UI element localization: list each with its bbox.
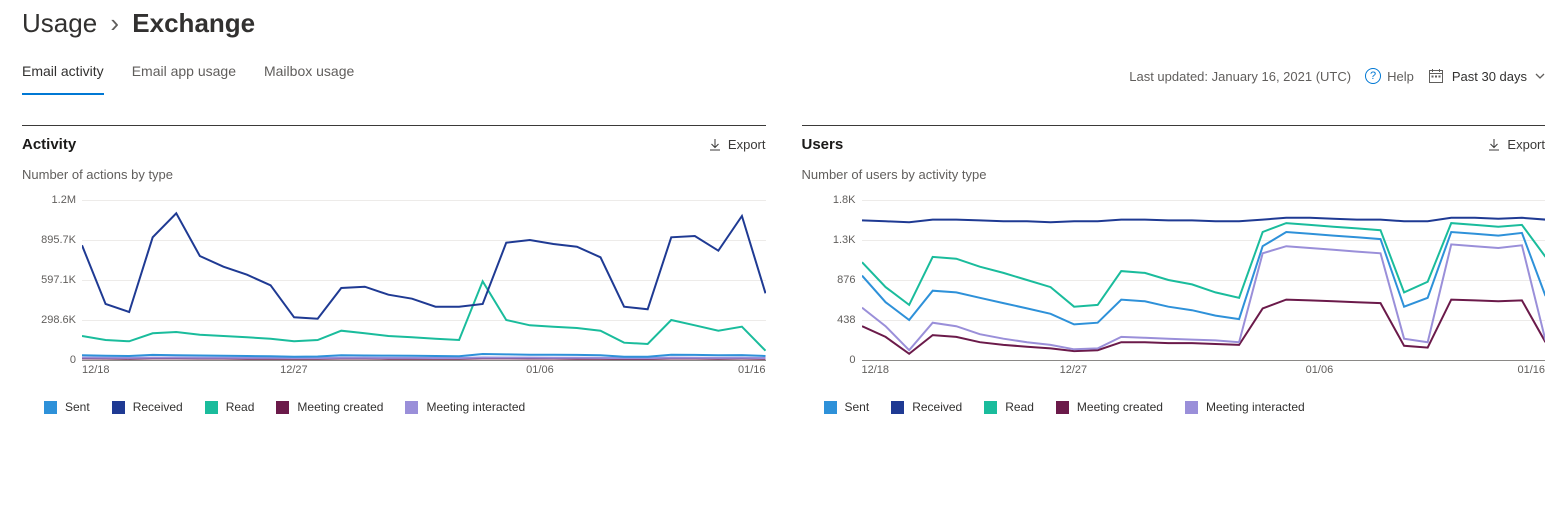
legend-item-received[interactable]: Received [891, 400, 962, 414]
series-sent [82, 354, 766, 357]
legend-swatch [1056, 401, 1069, 414]
tab-email-app-usage[interactable]: Email app usage [132, 57, 236, 95]
legend-label: Read [1005, 400, 1034, 414]
chevron-down-icon [1535, 71, 1545, 81]
tab-email-activity[interactable]: Email activity [22, 57, 104, 95]
series-received [82, 213, 766, 318]
y-tick: 1.8K [833, 194, 856, 206]
date-range-label: Past 30 days [1452, 69, 1527, 84]
y-tick: 1.2M [52, 194, 76, 206]
tab-bar: Email activity Email app usage Mailbox usa… [22, 57, 1545, 95]
download-icon [1487, 138, 1501, 152]
series-received [862, 218, 1546, 222]
legend-item-meeting_created[interactable]: Meeting created [1056, 400, 1163, 414]
activity-chart: 0298.6K597.1K895.7K1.2M12/1812/2701/0601… [22, 200, 766, 380]
legend-item-meeting_interacted[interactable]: Meeting interacted [405, 400, 525, 414]
legend-label: Meeting created [1077, 400, 1163, 414]
help-link[interactable]: ? Help [1365, 68, 1414, 84]
legend-item-received[interactable]: Received [112, 400, 183, 414]
activity-panel-title: Activity [22, 136, 76, 153]
y-tick: 0 [70, 354, 76, 366]
x-tick: 01/16 [1517, 364, 1545, 376]
activity-export-label: Export [728, 137, 766, 152]
legend-item-read[interactable]: Read [205, 400, 255, 414]
y-tick: 597.1K [41, 274, 76, 286]
legend-swatch [824, 401, 837, 414]
calendar-icon [1428, 68, 1444, 84]
legend-swatch [276, 401, 289, 414]
date-range-picker[interactable]: Past 30 days [1428, 68, 1545, 84]
y-tick: 0 [849, 354, 855, 366]
help-icon: ? [1365, 68, 1381, 84]
y-tick: 876 [837, 274, 855, 286]
legend-swatch [44, 401, 57, 414]
y-tick: 895.7K [41, 234, 76, 246]
legend-item-meeting_interacted[interactable]: Meeting interacted [1185, 400, 1305, 414]
legend-label: Meeting interacted [426, 400, 525, 414]
legend-swatch [405, 401, 418, 414]
legend-item-sent[interactable]: Sent [824, 400, 870, 414]
breadcrumb: Usage › Exchange [22, 8, 1545, 39]
users-panel-subtitle: Number of users by activity type [802, 167, 1546, 182]
users-panel: Users Export Number of users by activity… [802, 125, 1546, 414]
y-tick: 438 [837, 314, 855, 326]
legend-swatch [205, 401, 218, 414]
legend-item-meeting_created[interactable]: Meeting created [276, 400, 383, 414]
legend-label: Sent [65, 400, 90, 414]
legend-label: Sent [845, 400, 870, 414]
legend-label: Read [226, 400, 255, 414]
legend-swatch [112, 401, 125, 414]
series-read [82, 281, 766, 350]
activity-export-button[interactable]: Export [708, 137, 766, 152]
legend-swatch [1185, 401, 1198, 414]
legend-label: Received [133, 400, 183, 414]
legend-label: Meeting interacted [1206, 400, 1305, 414]
y-tick: 298.6K [41, 314, 76, 326]
users-chart: 04388761.3K1.8K12/1812/2701/0601/16 [802, 200, 1546, 380]
x-tick: 12/18 [862, 364, 890, 376]
legend-item-read[interactable]: Read [984, 400, 1034, 414]
x-tick: 01/16 [738, 364, 766, 376]
series-meeting_interacted [82, 358, 766, 359]
breadcrumb-parent[interactable]: Usage [22, 8, 97, 38]
legend-swatch [891, 401, 904, 414]
users-export-label: Export [1507, 137, 1545, 152]
legend-label: Meeting created [297, 400, 383, 414]
x-tick: 01/06 [1306, 364, 1334, 376]
tab-mailbox-usage[interactable]: Mailbox usage [264, 57, 354, 95]
users-panel-title: Users [802, 136, 844, 153]
legend-label: Received [912, 400, 962, 414]
activity-panel: Activity Export Number of actions by typ… [22, 125, 766, 414]
legend-item-sent[interactable]: Sent [44, 400, 90, 414]
x-tick: 12/18 [82, 364, 110, 376]
help-label: Help [1387, 69, 1414, 84]
legend-swatch [984, 401, 997, 414]
activity-panel-subtitle: Number of actions by type [22, 167, 766, 182]
last-updated-text: Last updated: January 16, 2021 (UTC) [1129, 69, 1351, 84]
download-icon [708, 138, 722, 152]
breadcrumb-current: Exchange [132, 8, 255, 38]
x-tick: 01/06 [526, 364, 554, 376]
y-tick: 1.3K [833, 234, 856, 246]
breadcrumb-separator: › [110, 8, 119, 38]
x-tick: 12/27 [1060, 364, 1088, 376]
series-meeting_created [862, 300, 1546, 354]
series-meeting_interacted [862, 244, 1546, 350]
users-export-button[interactable]: Export [1487, 137, 1545, 152]
x-tick: 12/27 [280, 364, 308, 376]
